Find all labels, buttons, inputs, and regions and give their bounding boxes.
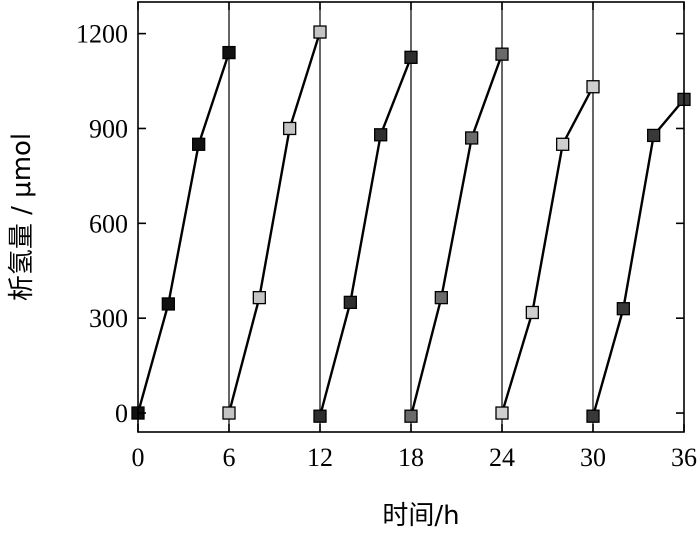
data-point-marker <box>344 296 356 308</box>
data-point-marker <box>496 407 508 419</box>
data-point-marker <box>617 303 629 315</box>
data-point-marker <box>223 47 235 59</box>
data-point-marker <box>223 407 235 419</box>
data-point-marker <box>587 410 599 422</box>
data-point-marker <box>405 410 417 422</box>
axis-ticks: 0 6 12 18 24 30 36 0 300 600 900 1200 <box>76 2 697 472</box>
plot-area <box>132 2 690 432</box>
x-tick-label: 30 <box>580 443 606 472</box>
y-tick-label: 300 <box>89 304 128 333</box>
x-tick-label: 24 <box>489 443 515 472</box>
x-tick-label: 0 <box>132 443 145 472</box>
data-point-marker <box>466 132 478 144</box>
data-point-marker <box>314 410 326 422</box>
data-point-marker <box>253 292 265 304</box>
y-tick-label: 600 <box>89 209 128 238</box>
series-line-4 <box>411 54 502 416</box>
series-line-5 <box>502 87 593 413</box>
y-tick-label: 0 <box>115 399 128 428</box>
x-tick-label: 12 <box>307 443 333 472</box>
data-point-marker <box>557 138 569 150</box>
series-line-3 <box>320 57 411 416</box>
data-point-marker <box>648 129 660 141</box>
y-tick-label: 900 <box>89 114 128 143</box>
data-point-marker <box>526 306 538 318</box>
data-point-marker <box>284 122 296 134</box>
data-point-marker <box>375 129 387 141</box>
series-line-6 <box>593 99 684 416</box>
data-point-marker <box>193 138 205 150</box>
data-point-marker <box>405 51 417 63</box>
data-point-marker <box>435 292 447 304</box>
x-tick-label: 18 <box>398 443 424 472</box>
y-axis-label: 析氢量 / μmol <box>7 133 37 301</box>
y-tick-label: 1200 <box>76 20 128 49</box>
x-tick-label: 6 <box>223 443 236 472</box>
x-tick-label: 36 <box>671 443 697 472</box>
data-point-marker <box>496 48 508 60</box>
data-point-marker <box>314 26 326 38</box>
series-line-1 <box>138 53 229 413</box>
data-point-marker <box>162 298 174 310</box>
data-point-marker <box>587 81 599 93</box>
series-line-2 <box>229 32 320 413</box>
x-axis-label: 时间/h <box>382 501 459 531</box>
